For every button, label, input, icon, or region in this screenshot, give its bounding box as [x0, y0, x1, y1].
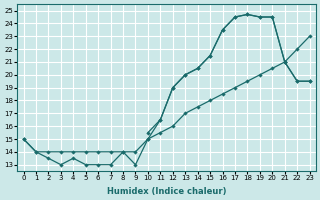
- X-axis label: Humidex (Indice chaleur): Humidex (Indice chaleur): [107, 187, 226, 196]
